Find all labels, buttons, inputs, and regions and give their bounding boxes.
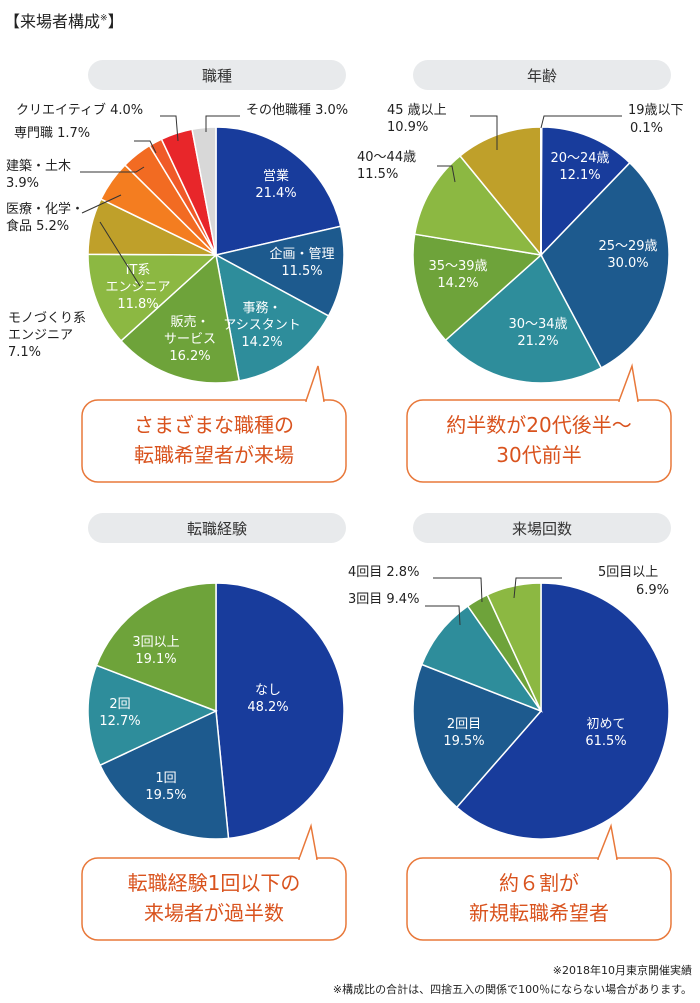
- slice-label: 20～24歳 12.1%: [550, 151, 609, 183]
- slice-label: IT系エンジニア 11.8%: [105, 263, 170, 312]
- chart-title: 転職経験: [187, 520, 247, 538]
- chart-title-pill: 職種: [88, 60, 346, 90]
- slice-label: 2回目 19.5%: [443, 717, 484, 749]
- leader-line: [205, 115, 240, 132]
- callout-text: 来場者が過半数: [144, 901, 284, 925]
- callout-tail: [617, 363, 639, 402]
- callout-text: さまざまな職種の: [134, 413, 294, 437]
- pill-background: [88, 60, 346, 90]
- callout-box: [81, 857, 347, 941]
- leader-line: [470, 115, 498, 150]
- pie-slice: [486, 582, 542, 712]
- callout-text: 転職経験1回以下の: [128, 871, 301, 895]
- pie-slice: [412, 663, 543, 809]
- pie-slice: [413, 154, 543, 257]
- footnote-rounding: ※構成比の合計は、四捨五入の関係で100％にならない場合があります。: [332, 983, 692, 996]
- slice-label: 19歳以下 0.1%: [628, 103, 684, 136]
- pie-slice: [214, 253, 330, 382]
- slice-label: 4回目 2.8%: [348, 565, 419, 580]
- pill-background: [413, 60, 671, 90]
- slice-label: 企画・管理 11.5%: [269, 246, 334, 279]
- slice-label: クリエイティブ 4.0%: [16, 102, 143, 118]
- pie-slice: [444, 253, 603, 384]
- callout-box: [406, 399, 672, 483]
- pill-background: [88, 513, 346, 543]
- pie-slice: [215, 582, 345, 840]
- pie-slice: [120, 253, 241, 384]
- pie-slice: [87, 253, 218, 342]
- pie-slice: [215, 126, 342, 256]
- slice-label: 専門職 1.7%: [14, 126, 90, 141]
- pie-slice: [455, 582, 670, 840]
- chart-age: 年齢 19歳以下 0.1% 20～24歳 12.1% 25～29歳 30.0% 30～34歳 2…: [357, 60, 684, 483]
- page-title: 【来場者構成※】: [4, 12, 124, 31]
- leader-line: [80, 166, 145, 173]
- pie-slice: [540, 161, 670, 369]
- slice-label: 25～29歳 30.0%: [598, 239, 657, 271]
- pie-slice: [95, 582, 217, 713]
- callout-text: 新規転職希望者: [469, 901, 609, 925]
- footnote-date: ※2018年10月東京開催実績: [552, 964, 692, 977]
- slice-label: 営業 21.4%: [255, 168, 296, 201]
- leader-line: [437, 165, 456, 183]
- pie-slice: [458, 126, 542, 258]
- leader-line: [433, 577, 483, 603]
- pie-slice: [191, 126, 217, 256]
- slice-label: 初めて 61.5%: [585, 717, 626, 749]
- slice-label: 3回目 9.4%: [348, 592, 419, 607]
- chart-title: 来場回数: [512, 520, 572, 538]
- leader-line: [540, 115, 622, 129]
- slice-label: 35～39歳 14.2%: [428, 259, 487, 291]
- pie-slice: [87, 664, 218, 767]
- slice-label: モノづくり系エンジニア 7.1%: [8, 311, 86, 360]
- pie-slice: [99, 709, 230, 840]
- leader-line: [81, 194, 122, 214]
- slice-label: 3回以上 19.1%: [132, 635, 179, 667]
- callout-box: [406, 857, 672, 941]
- callout-text: 約６割が: [499, 871, 579, 895]
- slice-label: なし 48.2%: [247, 683, 288, 715]
- leader-line: [425, 605, 461, 626]
- slice-label: 30～34歳 21.2%: [508, 317, 567, 349]
- pill-background: [413, 513, 671, 543]
- slice-label: 1回 19.5%: [145, 771, 186, 803]
- leader-line: [160, 115, 179, 142]
- slice-label: 40～44歳 11.5%: [357, 150, 416, 182]
- callout-tail: [304, 365, 325, 402]
- slice-label: 事務・アシスタント 14.2%: [223, 301, 300, 350]
- slice-label: 医療・化学・食品 5.2%: [6, 201, 84, 234]
- chart-title-pill: 年齢: [413, 60, 671, 90]
- callout-box: [81, 399, 347, 483]
- pie-slice: [412, 233, 543, 342]
- callout-text: 30代前半: [496, 443, 581, 467]
- callout-tail: [297, 823, 318, 860]
- slice-label: 45 歳以上 10.9%: [387, 103, 447, 135]
- leader-line: [513, 577, 562, 599]
- pie-slice: [420, 604, 544, 713]
- slice-label: 建築・土木 3.9%: [6, 159, 71, 191]
- chart-title: 職種: [202, 67, 232, 85]
- callout-text: 約半数が20代後半～: [446, 413, 631, 437]
- pie-slice: [213, 225, 345, 317]
- slice-label: 販売・サービス 16.2%: [164, 314, 216, 364]
- chart-title-pill: 来場回数: [413, 513, 671, 543]
- slice-label: 5回目以上 6.9%: [598, 565, 669, 598]
- leader-line: [99, 221, 141, 287]
- callout-tail: [596, 823, 618, 860]
- callout-text: 転職希望者が来場: [134, 443, 294, 467]
- slice-label: その他職種 3.0%: [246, 102, 348, 118]
- chart-title: 年齢: [527, 67, 557, 85]
- leader-line: [134, 140, 157, 154]
- slice-label: 2回 12.7%: [99, 697, 140, 729]
- callout-bubble: 約半数が20代後半～ 30代前半: [406, 363, 672, 483]
- pie-slice: [540, 126, 631, 257]
- chart-title-pill: 転職経験: [88, 513, 346, 543]
